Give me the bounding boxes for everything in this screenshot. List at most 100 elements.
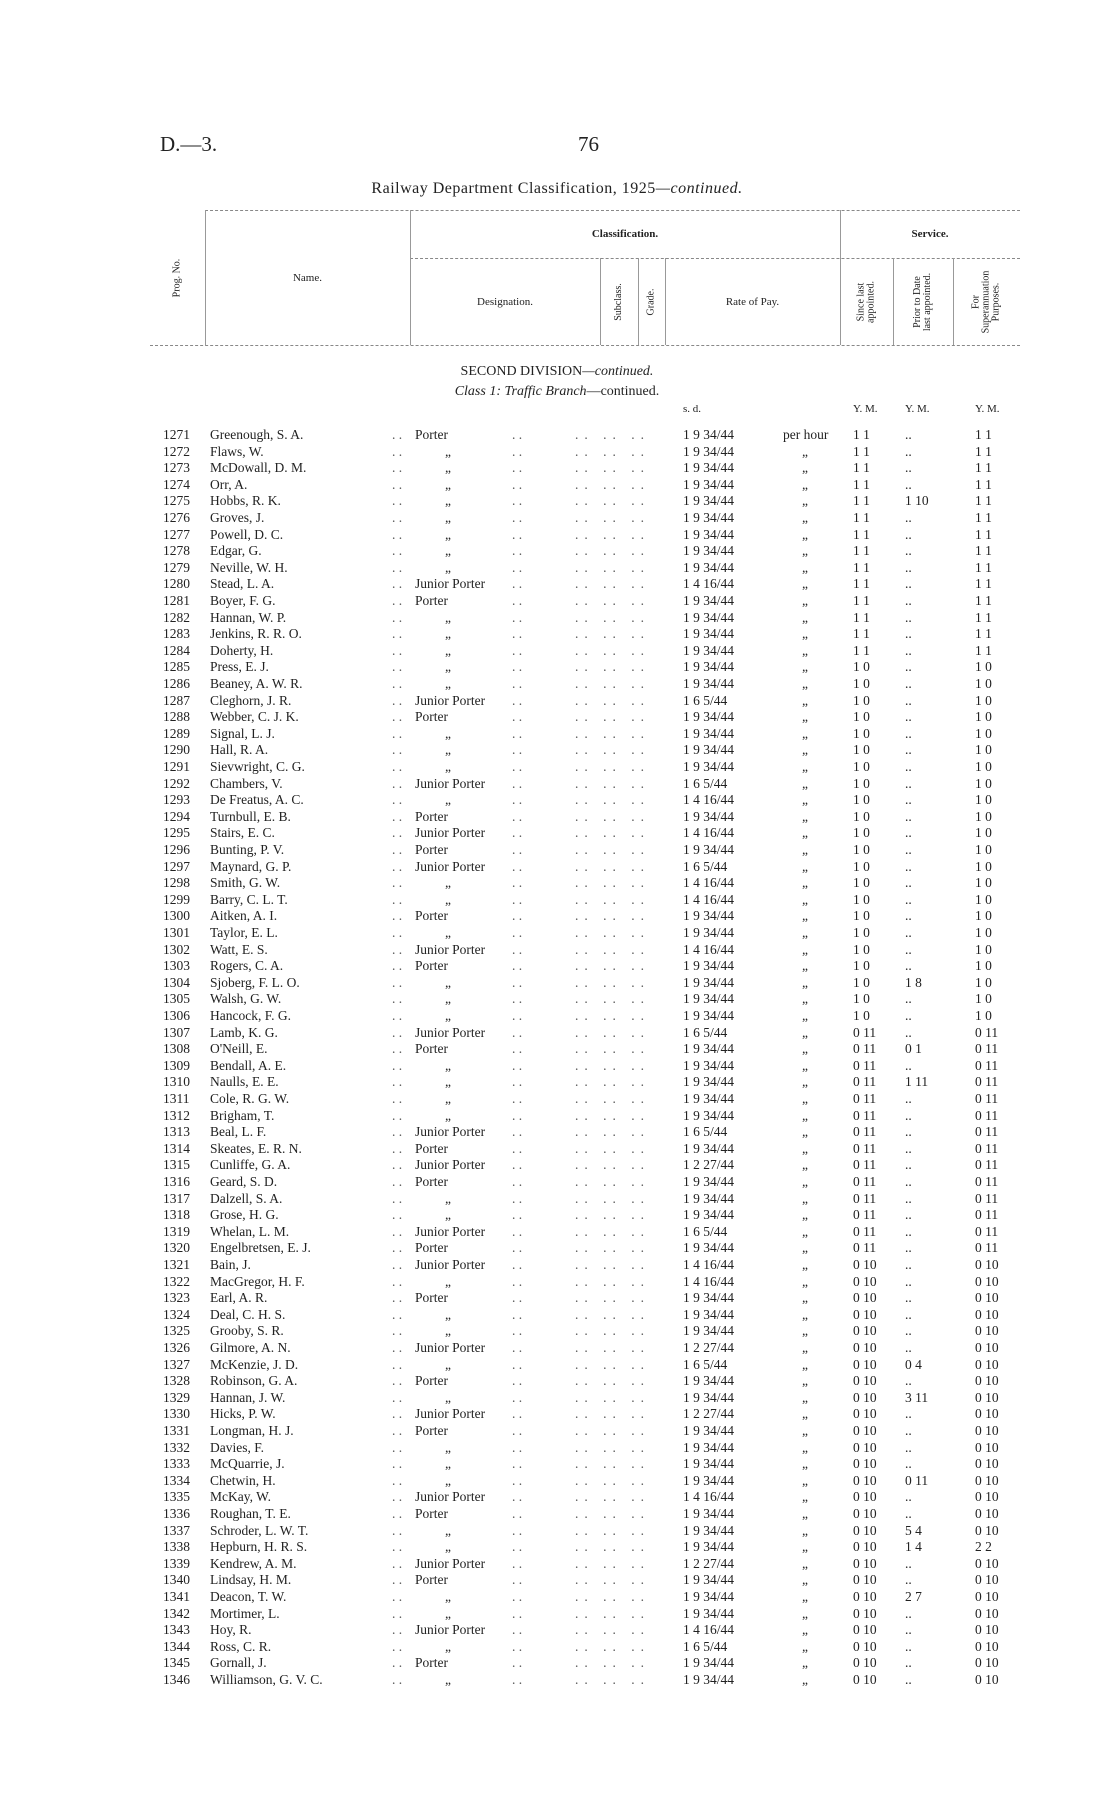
prog-no: 1274 (163, 476, 190, 492)
division-heading: SECOND DIVISION—continued. (0, 364, 1114, 380)
leader-dots: . . (392, 775, 403, 791)
leader-dots: . . (392, 908, 403, 924)
table-row: 1341 Deacon, T. W. „ 1 9 34/44 „ 0 10 2 7 0 10.… (0, 1589, 1114, 1605)
name: Maynard, G. P. (210, 858, 292, 874)
for-super: 1 0 (975, 858, 992, 874)
leader-dots: . . (512, 759, 523, 774)
name: Hicks, P. W. (210, 1406, 276, 1422)
leader-dots: . . (392, 1489, 403, 1505)
leader-dots: . . (512, 1472, 523, 1488)
table-row: 1302 Watt, E. S. Junior Porter 1 4 16/44 „ 1 … (0, 942, 1114, 958)
pay-period: „ (802, 510, 808, 525)
for-super: 2 2 (975, 1539, 992, 1555)
leader-dots: .. .. .. (575, 659, 650, 675)
leader-dots: . . (392, 925, 403, 940)
designation: Junior Porter (415, 576, 486, 592)
pay-period: „ (802, 1439, 808, 1455)
prior-to: .. (905, 1091, 912, 1106)
prog-no: 1313 (163, 1124, 190, 1140)
leader-dots: . . (392, 493, 403, 509)
prog-no: 1275 (163, 493, 190, 509)
prog-no: 1340 (163, 1572, 190, 1588)
name: Gornall, J. (210, 1655, 267, 1671)
table-row: 1283 Jenkins, R. R. O. „ 1 9 34/44 „ 1 1.. 1 1… (0, 626, 1114, 642)
for-super: 1 0 (975, 692, 992, 708)
leader-dots: . . (512, 626, 523, 642)
leader-dots: .. .. .. (575, 1091, 650, 1106)
header-prog-no: Prog. No. (150, 210, 205, 345)
name: Neville, W. H. (210, 559, 288, 575)
pay-period: „ (802, 1306, 808, 1322)
name: Deacon, T. W. (210, 1589, 287, 1604)
name: Turnbull, E. B. (210, 808, 291, 824)
table-row: 1305 Walsh, G. W. „ 1 9 34/44 „ 1 0.. 1 0 . . . … (0, 991, 1114, 1007)
leader-dots: . . (512, 875, 523, 891)
prog-no: 1312 (163, 1107, 190, 1123)
pay-period: „ (802, 725, 808, 741)
name: Rogers, C. A. (210, 958, 284, 974)
pay-period: „ (802, 1340, 808, 1355)
rate-of-pay: 1 9 34/44 (683, 676, 735, 691)
pay-period: „ (802, 1008, 808, 1023)
prog-no: 1322 (163, 1273, 190, 1289)
prog-no: 1337 (163, 1522, 190, 1538)
leader-dots: . . (512, 1655, 523, 1671)
leader-dots: . . (512, 692, 523, 708)
rate-of-pay: 1 9 34/44 (683, 759, 735, 774)
name: Barry, C. L. T. (210, 891, 288, 907)
leader-dots: .. .. .. (575, 576, 650, 592)
name: De Freatus, A. C. (210, 792, 304, 808)
pay-period: „ (802, 493, 808, 509)
designation: Junior Porter (415, 1257, 486, 1272)
leader-dots: . . (392, 1290, 403, 1306)
table-row: 1279 Neville, W. H. „ 1 9 34/44 „ 1 1.. 1 1 . .… (0, 560, 1114, 576)
since-last: 1 0 (853, 742, 870, 758)
name: Cunliffe, G. A. (210, 1157, 291, 1173)
rate-of-pay: 1 2 27/44 (683, 1340, 735, 1355)
prog-no: 1308 (163, 1041, 190, 1057)
header-since-last: Since last appointed. (840, 258, 893, 345)
prior-to: .. (905, 427, 912, 442)
pay-period: „ (802, 925, 808, 940)
prog-no: 1318 (163, 1207, 190, 1223)
col-divider (205, 210, 206, 345)
table-row: 1311 Cole, R. G. W. „ 1 9 34/44 „ 0 11.. 0 11.… (0, 1091, 1114, 1107)
since-last: 1 1 (853, 460, 870, 476)
pay-period: „ (802, 609, 808, 625)
leader-dots: .. .. .. (575, 1157, 650, 1173)
division-suffix: —continued. (582, 364, 654, 379)
for-super: 0 11 (975, 1223, 999, 1239)
leader-dots: . . (512, 1207, 523, 1223)
prog-no: 1281 (163, 593, 190, 608)
designation: „ (445, 974, 451, 990)
leader-dots: . . (392, 1257, 403, 1272)
prog-no: 1342 (163, 1605, 190, 1621)
for-super: 0 10 (975, 1323, 999, 1339)
for-super: 0 11 (975, 1041, 999, 1057)
since-last: 0 10 (853, 1589, 877, 1604)
prior-to: .. (905, 1605, 912, 1621)
designation: Junior Porter (415, 1024, 486, 1040)
designation: Junior Porter (415, 775, 486, 791)
prog-no: 1290 (163, 742, 190, 758)
table-row: 1303 Rogers, C. A. Porter 1 9 34/44 „ 1 0.. 1 … (0, 958, 1114, 974)
designation: „ (445, 1356, 451, 1372)
prior-to: .. (905, 925, 912, 940)
since-last: 1 1 (853, 476, 870, 492)
pay-period: „ (802, 759, 808, 774)
leader-dots: . . (512, 1223, 523, 1239)
leader-dots: .. .. .. (575, 775, 650, 791)
name: Gilmore, A. N. (210, 1340, 291, 1355)
rate-of-pay: 1 4 16/44 (683, 875, 735, 891)
name: Orr, A. (210, 476, 248, 492)
prior-to: .. (905, 1306, 912, 1322)
since-last: 1 0 (853, 676, 870, 691)
prior-to: .. (905, 1107, 912, 1123)
table-row: 1285 Press, E. J. „ 1 9 34/44 „ 1 0.. 1 0 . . . … (0, 659, 1114, 675)
for-super: 1 0 (975, 659, 992, 675)
col-divider (840, 210, 841, 345)
col-divider (638, 258, 639, 345)
prog-no: 1330 (163, 1406, 190, 1422)
for-super: 1 0 (975, 958, 992, 974)
leader-dots: .. .. .. (575, 1008, 650, 1023)
